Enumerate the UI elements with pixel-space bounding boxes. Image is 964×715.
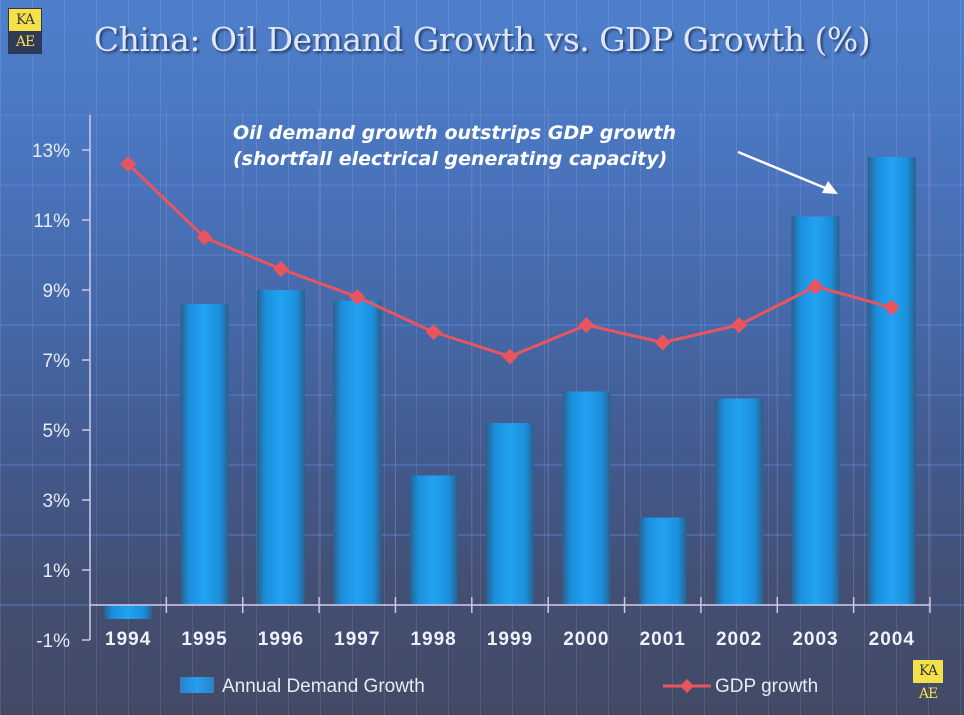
gdp-point-2004 (883, 299, 900, 316)
y-tick-label: 1% (43, 561, 71, 582)
annotation-line-2: (shortfall electrical generating capacit… (233, 148, 668, 170)
bar-2002 (715, 398, 764, 605)
gdp-point-1999 (502, 348, 518, 365)
bar-1995 (180, 304, 229, 605)
x-tick-label: 1996 (258, 629, 304, 650)
bar-series (104, 157, 916, 619)
logo-top-left: KA AE (8, 8, 42, 54)
gdp-point-2001 (654, 334, 671, 351)
legend-line-swatch (663, 679, 711, 693)
x-tick-label: 2001 (640, 629, 686, 650)
y-tick-label: -1% (36, 631, 70, 652)
annotation-line-1: Oil demand growth outstrips GDP growth (233, 122, 676, 144)
y-tick-label: 9% (43, 281, 71, 302)
gdp-point-2000 (578, 317, 595, 333)
x-tick-label: 1999 (487, 629, 533, 650)
gdp-point-2002 (731, 317, 748, 333)
logo-bottom-right: KA AE (913, 660, 943, 706)
gdp-point-1998 (425, 324, 442, 340)
legend-item-gdp: GDP growth (663, 676, 818, 698)
gdp-point-1995 (196, 229, 213, 246)
bar-2004 (867, 157, 916, 605)
line-series (120, 156, 900, 365)
gdp-point-1996 (272, 261, 289, 277)
bar-1998 (409, 475, 458, 605)
chart-title: China: Oil Demand Growth vs. GDP Growth … (93, 20, 871, 59)
chart-annotation: Oil demand growth outstrips GDP growth (… (233, 120, 676, 172)
x-tick-label: 2004 (869, 629, 915, 650)
legend-item-annual-demand: Annual Demand Growth (180, 676, 425, 698)
bar-2001 (638, 517, 687, 605)
gdp-point-1994 (120, 156, 137, 172)
bar-1997 (333, 300, 382, 605)
bar-1996 (256, 290, 305, 605)
x-tick-label: 1994 (105, 629, 151, 650)
bar-1994 (104, 605, 153, 619)
legend-bar-swatch (180, 677, 214, 693)
x-tick-label: 1997 (334, 629, 380, 650)
legend-label-gdp: GDP growth (715, 676, 819, 697)
gdp-point-1997 (349, 289, 366, 305)
logo-bottom-mark: AE (9, 31, 41, 53)
x-ticks: 1994 1995 1996 1997 1998 1999 2000 2001 2002 2003… (105, 597, 931, 650)
bar-1999 (486, 423, 534, 605)
y-tick-label: 13% (32, 141, 70, 162)
arrow-head (822, 181, 838, 194)
logo-br-top-mark: KA (913, 660, 943, 683)
gdp-point-2003 (807, 278, 824, 295)
x-tick-label: 2000 (563, 629, 609, 650)
y-ticks: -1% 1% 3% 5% 7% 9% 11% 13% (32, 141, 90, 652)
bar-2000 (562, 391, 611, 605)
y-tick-label: 3% (43, 491, 71, 512)
legend-label-annual-demand: Annual Demand Growth (222, 676, 425, 697)
arrow-shaft (737, 150, 831, 192)
annotation-arrow (737, 150, 838, 194)
logo-top-mark: KA (9, 9, 41, 31)
bar-2003 (791, 216, 840, 605)
logo-br-bottom-mark: AE (918, 686, 938, 702)
y-tick-label: 11% (33, 211, 70, 232)
x-tick-label: 1998 (410, 629, 456, 650)
x-tick-label: 2003 (792, 629, 838, 650)
y-tick-label: 7% (43, 351, 71, 372)
axes (89, 115, 930, 640)
y-tick-label: 5% (43, 421, 71, 442)
x-tick-label: 2002 (716, 629, 762, 650)
x-tick-label: 1995 (181, 629, 227, 650)
